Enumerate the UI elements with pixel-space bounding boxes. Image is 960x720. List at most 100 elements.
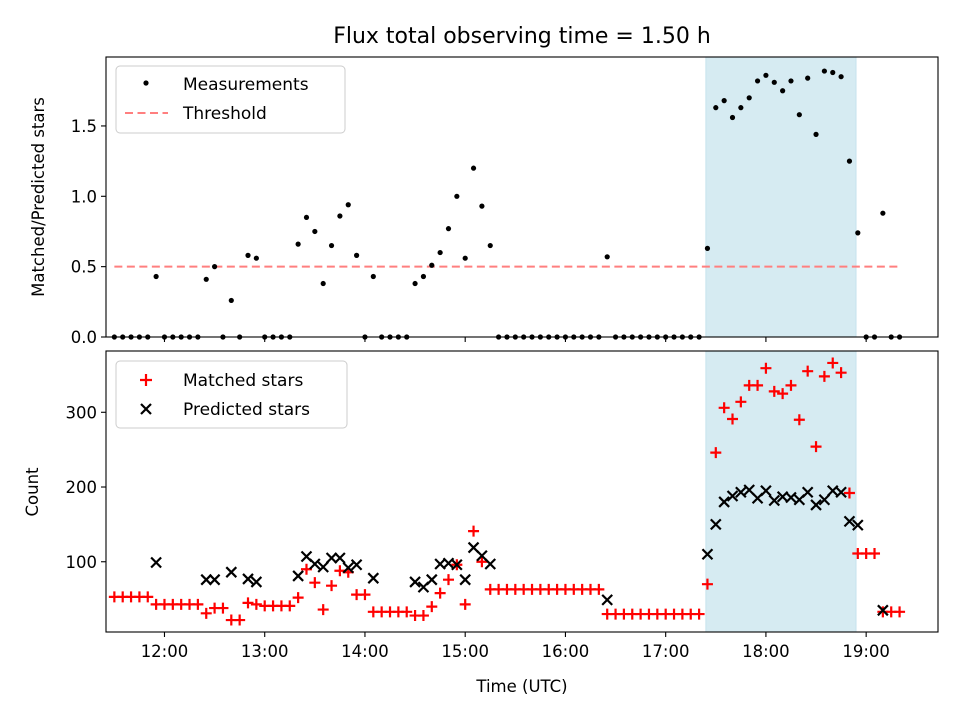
matched-star-point (835, 367, 847, 379)
measurement-point (312, 228, 318, 235)
measurement-point (855, 230, 861, 236)
legend-measurements-label: Measurements (183, 75, 309, 95)
matched-star-point (735, 396, 747, 408)
measurement-point (203, 276, 209, 282)
matched-star-point (200, 607, 212, 619)
measurement-point (211, 264, 218, 270)
matched-star-point (434, 587, 446, 599)
matched-star-point (234, 614, 246, 626)
predicted-star-point (325, 552, 338, 564)
matched-star-point (442, 574, 454, 586)
measurement-point (880, 210, 886, 216)
measurement-point (479, 203, 485, 209)
matched-star-point (701, 578, 713, 590)
matched-star-point (217, 602, 229, 614)
predicted-star-point (250, 576, 263, 588)
measurement-point (704, 245, 711, 251)
matched-star-point (242, 597, 254, 609)
predicted-star-point (317, 561, 329, 573)
legend-predicted-label: Predicted stars (183, 400, 310, 420)
measurement-point (796, 112, 802, 118)
predicted-star-point (150, 556, 162, 569)
matched-star-point (810, 441, 822, 453)
predicted-star-point (225, 566, 238, 578)
measurement-point (354, 252, 360, 258)
x-tick-label: 16:00 (542, 642, 590, 661)
matched-star-point (593, 583, 605, 595)
x-axis-label: Time (UTC) (475, 677, 567, 696)
predicted-star-point (242, 573, 254, 585)
measurement-point (780, 88, 786, 94)
matched-star-point (284, 600, 296, 612)
matched-star-point (309, 577, 321, 589)
legend-matched-marker (140, 374, 152, 386)
y-tick-label: 100 (66, 553, 98, 572)
measurement-point (813, 131, 819, 137)
measurement-point (470, 165, 477, 171)
matched-star-point (710, 447, 722, 459)
predicted-star-point (459, 573, 471, 586)
predicted-star-point (852, 519, 864, 531)
matched-star-point (334, 565, 346, 577)
y-tick-label: 1.5 (71, 117, 97, 136)
bottom-y-axis-label: Count (23, 467, 42, 517)
top-legend: Measurements Threshold (115, 65, 346, 134)
matched-star-point (476, 556, 488, 568)
matched-star-point (292, 592, 304, 604)
y-tick-label: 0.5 (71, 258, 97, 277)
measurement-point (337, 213, 343, 219)
matched-star-point (417, 610, 429, 622)
x-tick-label: 13:00 (241, 642, 289, 661)
legend-matched-label: Matched stars (183, 371, 303, 391)
y-tick-label: 200 (66, 478, 98, 497)
bottom-panel: 100 200 300 12:00 13:00 14:00 15:00 16:00 17:00… (23, 350, 939, 696)
top-plot-frame (105, 56, 939, 338)
predicted-star-point (451, 558, 463, 571)
bottom-legend: Matched stars Predicted stars (115, 360, 348, 429)
predicted-star-point (735, 486, 747, 499)
matched-star-point (142, 591, 154, 603)
predicted-star-point (818, 493, 831, 506)
measurement-point (295, 241, 301, 247)
measurement-point (754, 78, 761, 84)
predicted-star-point (801, 486, 814, 499)
predicted-star-points (150, 484, 889, 617)
predicted-star-point (208, 573, 221, 586)
matched-star-point (317, 604, 329, 616)
matched-star-point (802, 365, 814, 377)
predicted-star-point (835, 486, 847, 499)
matched-star-point (326, 580, 338, 592)
matched-star-point (768, 385, 780, 397)
matched-star-point (192, 598, 204, 610)
matched-star-point (468, 525, 480, 537)
predicted-star-point (309, 558, 321, 570)
measurement-point (805, 75, 811, 81)
matched-star-point (693, 608, 705, 620)
measurement-point (303, 214, 310, 221)
predicted-star-point (785, 491, 797, 504)
x-tick-label: 17:00 (642, 642, 690, 661)
measurement-point (721, 98, 727, 104)
matched-star-point (869, 548, 881, 560)
matched-star-point (785, 379, 797, 391)
measurement-point (445, 226, 452, 232)
measurement-point (437, 249, 443, 256)
top-y-ticks: 0.0 0.5 1.0 1.5 (71, 117, 106, 347)
bottom-legend-box (115, 360, 348, 429)
x-tick-label: 12:00 (141, 642, 189, 661)
top-panel: 0.0 0.5 1.0 1.5 Matched/Predicted stars Mea… (29, 56, 939, 347)
measurement-point (412, 280, 418, 287)
matched-star-point (359, 589, 371, 601)
measurement-point (253, 255, 259, 261)
predicted-star-point (726, 490, 739, 502)
predicted-star-point (409, 576, 421, 588)
measurement-point (746, 95, 752, 101)
measurement-point (420, 273, 427, 280)
measurement-point (771, 79, 777, 85)
legend-predicted-marker (140, 403, 152, 415)
chart-title: Flux total observing time = 1.50 h (333, 24, 711, 49)
matched-star-point (843, 487, 855, 499)
predicted-star-point (760, 484, 772, 497)
bottom-x-ticks: 12:00 13:00 14:00 15:00 16:00 17:00 18:00 19:00 (141, 632, 890, 661)
